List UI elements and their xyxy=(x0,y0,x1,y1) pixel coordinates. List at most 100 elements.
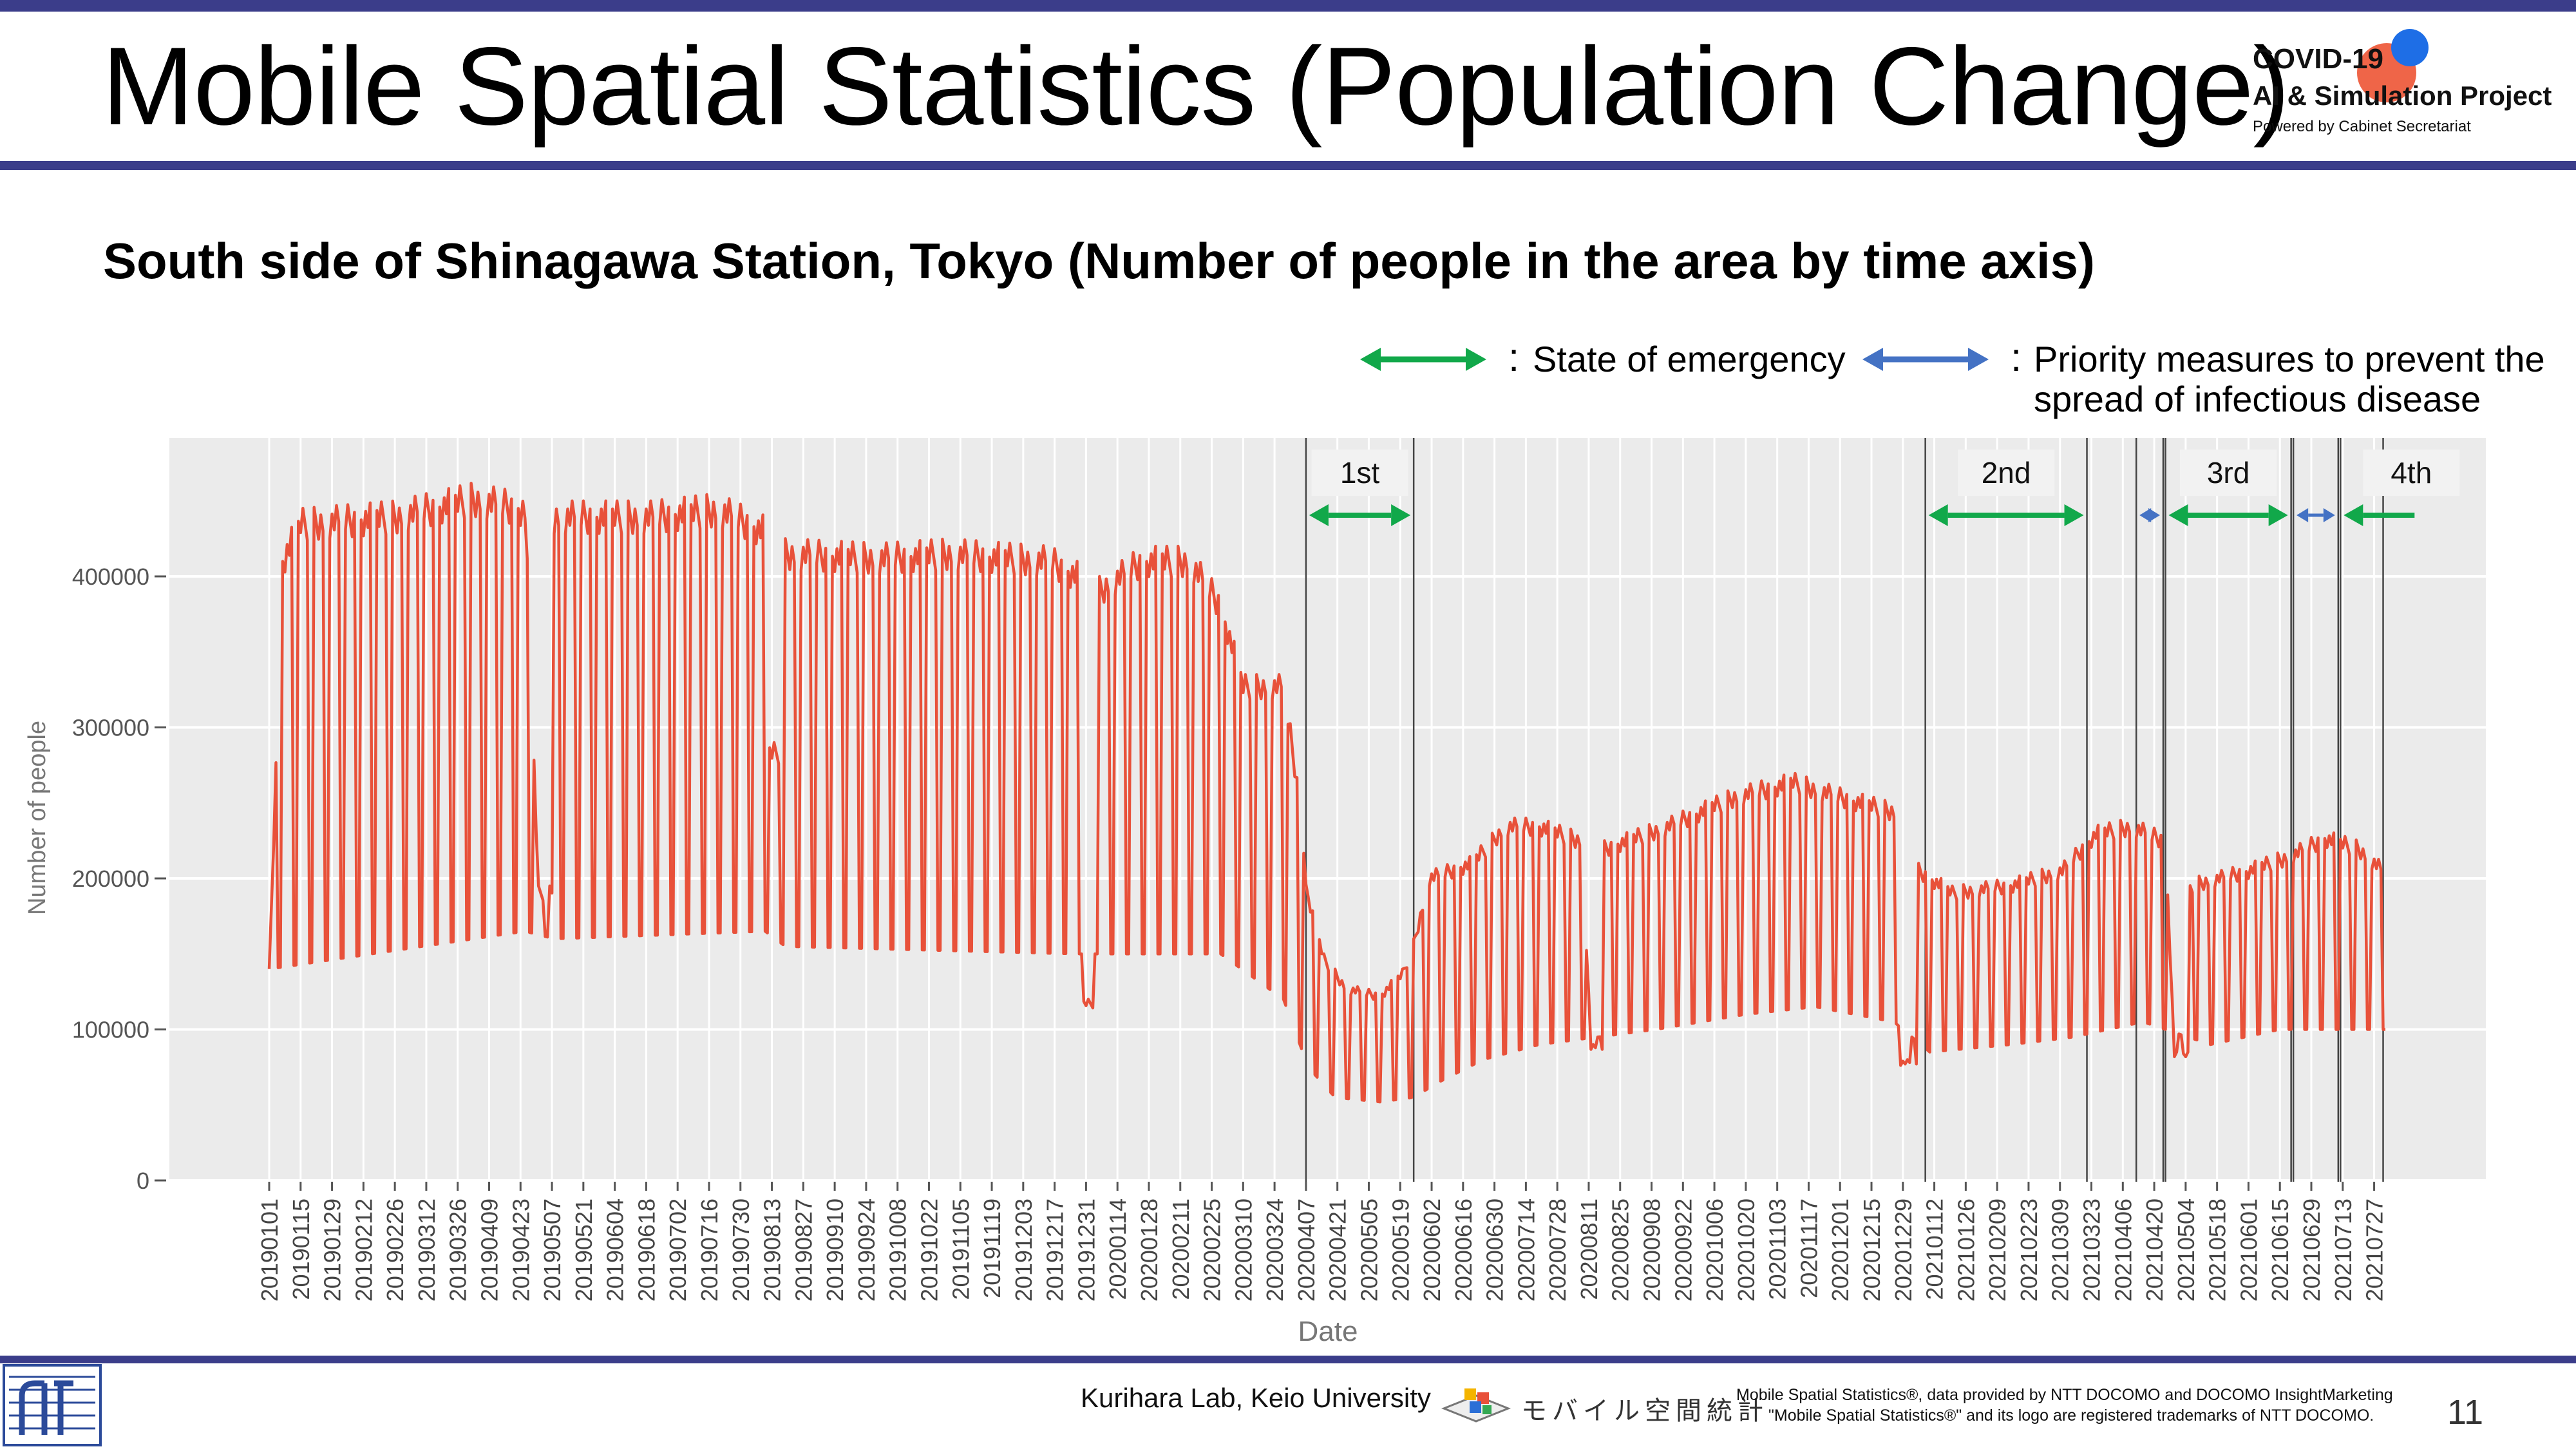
x-tick-label: 20191022 xyxy=(916,1198,942,1302)
x-tick-label: 20200811 xyxy=(1576,1198,1602,1300)
x-tick-label: 20210727 xyxy=(2362,1198,2388,1302)
x-tick-label: 20210126 xyxy=(1953,1198,1979,1302)
x-tick-label: 20190226 xyxy=(382,1198,408,1302)
mobile-stats-cube-icon xyxy=(1441,1388,1511,1423)
x-tick-label: 20210309 xyxy=(2047,1198,2074,1302)
x-tick-label: 20200630 xyxy=(1482,1198,1508,1302)
y-tick-label: 300000 xyxy=(72,715,149,741)
legend-priority-label-line1: Priority measures to prevent the xyxy=(2034,339,2545,379)
period-label-box xyxy=(1958,450,2055,496)
legend-colon: : xyxy=(1508,336,1520,380)
legend-colon: : xyxy=(2011,336,2022,380)
x-tick-label: 20191217 xyxy=(1042,1198,1068,1302)
x-tick-label: 20190507 xyxy=(539,1198,565,1302)
footer-credit-line-1: Mobile Spatial Statistics®, data provide… xyxy=(1736,1386,2393,1404)
x-tick-label: 20210629 xyxy=(2298,1198,2325,1302)
priority-measures-arrow-icon xyxy=(1862,348,1989,371)
y-axis-title: Number of people xyxy=(24,721,51,915)
logo-line-3: Powered by Cabinet Secretariat xyxy=(2253,118,2471,135)
logo-line-2: AI & Simulation Project xyxy=(2253,80,2552,111)
y-tick-label: 0 xyxy=(137,1168,149,1194)
x-tick-label: 20190730 xyxy=(728,1198,754,1302)
x-tick-label: 20201103 xyxy=(1765,1198,1791,1300)
emergency-period-arrow xyxy=(2344,504,2415,526)
x-tick-label: 20191203 xyxy=(1010,1198,1037,1302)
x-tick-label: 20201201 xyxy=(1827,1198,1853,1302)
logo-line-1: COVID-19 xyxy=(2253,43,2383,75)
x-tick-label: 20190618 xyxy=(633,1198,659,1302)
x-tick-label: 20190604 xyxy=(602,1198,629,1302)
emergency-arrow-icon xyxy=(1360,348,1486,371)
x-tick-label: 20210518 xyxy=(2204,1198,2231,1302)
population-series-line xyxy=(267,482,2385,1104)
x-tick-label: 20210209 xyxy=(1984,1198,2011,1302)
covid-ai-project-logo: COVID-19 AI & Simulation Project Powered… xyxy=(2251,29,2553,151)
x-tick-label: 20200211 xyxy=(1168,1198,1194,1300)
x-tick-label: 20210601 xyxy=(2235,1198,2262,1302)
x-tick-label: 20191231 xyxy=(1073,1198,1099,1302)
emergency-period-arrow xyxy=(2168,504,2288,526)
emergency-period-arrow xyxy=(1309,504,1411,526)
x-tick-label: 20200714 xyxy=(1513,1198,1539,1302)
x-tick-label: 20200728 xyxy=(1544,1198,1571,1302)
x-tick-label: 20190212 xyxy=(350,1198,377,1302)
x-tick-label: 20190312 xyxy=(413,1198,440,1302)
x-tick-label: 20210223 xyxy=(2016,1198,2042,1302)
x-tick-label: 20190521 xyxy=(571,1198,597,1302)
y-tick-label: 200000 xyxy=(72,866,149,892)
x-tick-label: 20200616 xyxy=(1450,1198,1477,1302)
period-label-box xyxy=(2180,450,2277,496)
x-tick-label: 20210323 xyxy=(2079,1198,2105,1302)
priority-measures-arrow xyxy=(2297,508,2335,522)
legend-priority-label-line2: spread of infectious disease xyxy=(2034,379,2481,419)
footer-lab-name: Kurihara Lab, Keio University xyxy=(1081,1383,1431,1413)
x-tick-label: 20190409 xyxy=(476,1198,502,1302)
x-tick-label: 20190813 xyxy=(759,1198,786,1302)
x-tick-label: 20190423 xyxy=(507,1198,534,1302)
period-label: 3rd xyxy=(2207,456,2249,489)
x-tick-label: 20201229 xyxy=(1890,1198,1917,1302)
chart-legend: : State of emergency : Priority measures… xyxy=(1359,335,2570,431)
kurihara-lab-logo-icon xyxy=(3,1364,102,1446)
x-tick-label: 20210504 xyxy=(2173,1198,2199,1302)
x-tick-label: 20200922 xyxy=(1670,1198,1696,1302)
emergency-period-arrow xyxy=(1928,504,2084,526)
mobile-spatial-statistics-logo: モバイル空間統計 xyxy=(1437,1379,1763,1431)
x-tick-label: 20201117 xyxy=(1795,1198,1822,1298)
plot-panel xyxy=(169,438,2486,1182)
slide-subtitle: South side of Shinagawa Station, Tokyo (… xyxy=(103,232,2096,289)
x-tick-label: 20200908 xyxy=(1639,1198,1665,1302)
x-tick-label: 20200310 xyxy=(1230,1198,1256,1302)
x-tick-label: 20201020 xyxy=(1733,1198,1759,1302)
period-label: 1st xyxy=(1340,456,1380,489)
title-underline xyxy=(0,161,2576,170)
x-tick-label: 20190101 xyxy=(256,1198,283,1302)
x-tick-label: 20200128 xyxy=(1136,1198,1162,1302)
x-tick-label: 20190910 xyxy=(822,1198,848,1302)
footer-border xyxy=(0,1356,2576,1363)
x-tick-label: 20191008 xyxy=(885,1198,911,1302)
mobile-logo-text: モバイル空間統計 xyxy=(1521,1396,1768,1426)
period-label: 2nd xyxy=(1982,456,2031,489)
x-tick-label: 20200602 xyxy=(1419,1198,1445,1302)
x-tick-label: 20200407 xyxy=(1293,1198,1320,1302)
x-tick-label: 20190115 xyxy=(288,1198,314,1300)
x-tick-label: 20210112 xyxy=(1922,1198,1948,1300)
x-tick-label: 20190716 xyxy=(696,1198,723,1302)
page-number: 11 xyxy=(2447,1393,2484,1432)
x-tick-label: 20210713 xyxy=(2330,1198,2356,1302)
x-tick-label: 20200114 xyxy=(1104,1198,1131,1300)
x-tick-label: 20190129 xyxy=(319,1198,346,1302)
period-label: 4th xyxy=(2391,456,2432,489)
y-tick-label: 100000 xyxy=(72,1017,149,1043)
x-tick-label: 20201215 xyxy=(1859,1198,1885,1302)
x-tick-label: 20200225 xyxy=(1199,1198,1226,1302)
x-tick-label: 20210420 xyxy=(2141,1198,2168,1302)
x-tick-label: 20190827 xyxy=(790,1198,817,1302)
period-label-box xyxy=(2363,450,2460,496)
x-tick-label: 20200324 xyxy=(1262,1198,1288,1302)
x-tick-label: 20200421 xyxy=(1325,1198,1351,1302)
x-tick-label: 20200519 xyxy=(1387,1198,1414,1302)
x-tick-label: 20210615 xyxy=(2267,1198,2293,1302)
x-tick-label: 20190924 xyxy=(853,1198,880,1302)
